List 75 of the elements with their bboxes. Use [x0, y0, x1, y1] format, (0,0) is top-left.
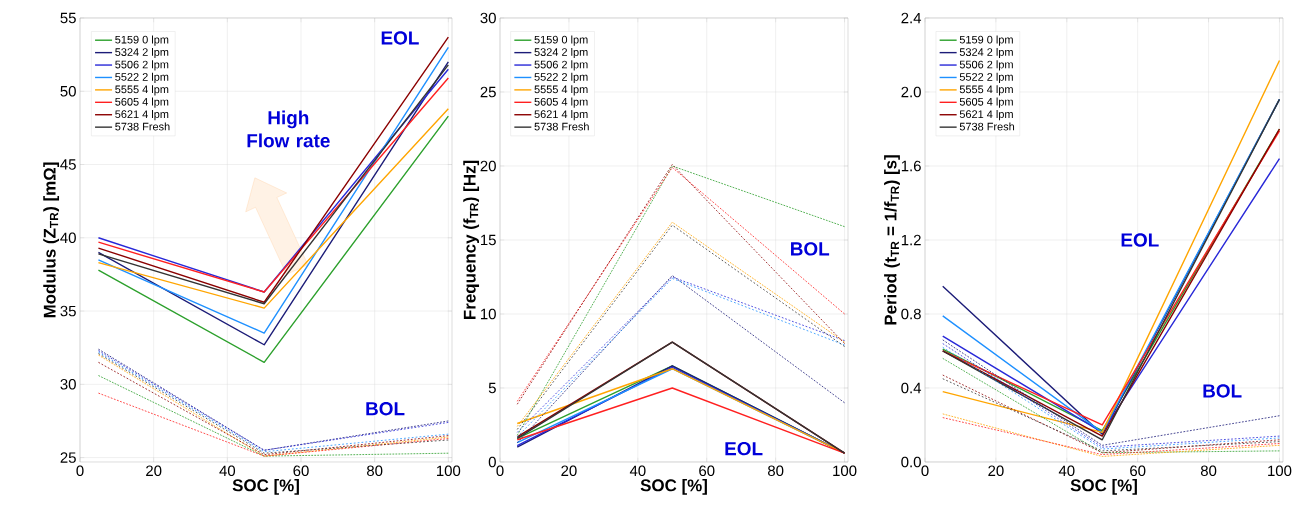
x-tick-label: 40: [1058, 465, 1075, 477]
x-tick-label: 80: [768, 465, 784, 477]
y-tick-label: 30: [480, 12, 496, 24]
x-tick-label: 80: [1200, 465, 1217, 477]
y-tick-label: 5: [488, 382, 496, 394]
legend-label: 5621 4 lpm: [115, 110, 169, 121]
legend-label: 5555 4 lpm: [534, 85, 588, 96]
y-tick-label: 40: [60, 232, 76, 244]
x-tick-label: 60: [699, 465, 715, 477]
annotation: High Flow rate: [247, 110, 330, 148]
x-tick-label: 40: [219, 465, 236, 477]
legend-label: 5738 Fresh: [534, 122, 589, 131]
y-tick-label: 0.0: [901, 456, 921, 468]
y-tick-label: 50: [60, 85, 76, 97]
x-tick-label: 80: [367, 465, 383, 477]
legend-label: 5605 4 lpm: [959, 97, 1013, 108]
y-axis-title: Modulus (Z$_{TR}$) [mΩ]: [43, 162, 60, 318]
legend-label: 5159 0 lpm: [959, 35, 1013, 46]
x-tick-label: 100: [437, 465, 461, 477]
y-tick-label: 35: [60, 305, 76, 317]
annotation: EOL: [1121, 233, 1159, 247]
legend-label: 5738 Fresh: [959, 122, 1015, 131]
legend-label: 5522 2 lpm: [959, 72, 1013, 83]
annotation: EOL: [381, 31, 419, 45]
y-tick-label: 25: [60, 452, 76, 463]
y-tick-label: 1.2: [901, 234, 921, 246]
x-tick-label: 0: [76, 465, 84, 477]
legend-label: 5159 0 lpm: [115, 35, 169, 46]
y-tick-label: 30: [60, 379, 76, 390]
y-tick-label: 0: [488, 456, 496, 468]
legend-label: 5621 4 lpm: [959, 110, 1013, 121]
legend-label: 5738 Fresh: [115, 122, 170, 131]
legend-label: 5506 2 lpm: [534, 60, 588, 71]
x-axis-title: SOC [%]: [232, 478, 299, 495]
y-tick-label: 10: [481, 308, 496, 320]
y-tick-label: 0.4: [901, 382, 922, 394]
y-tick-label: 1.6: [901, 160, 921, 172]
y-axis-title: Period (t$_{TR}$ = 1/f$_{TR}$) [s]: [884, 155, 900, 325]
legend-label: 5555 4 lpm: [115, 85, 169, 96]
legend-label: 5324 2 lpm: [534, 47, 588, 59]
y-tick-label: 0.8: [901, 308, 921, 320]
legend-label: 5159 0 lpm: [534, 35, 588, 46]
y-tick-label: 55: [60, 12, 76, 24]
y-tick-label: 25: [480, 86, 496, 98]
annotation: BOL: [366, 402, 405, 416]
legend-label: 5506 2 lpm: [959, 60, 1013, 71]
x-tick-label: 100: [833, 465, 857, 477]
x-axis-title: SOC [%]: [1070, 478, 1137, 495]
annotation: EOL: [725, 441, 763, 456]
legend-label: 5605 4 lpm: [115, 97, 169, 108]
legend-label: 5605 4 lpm: [534, 97, 588, 108]
x-tick-label: 0: [496, 465, 504, 477]
x-tick-label: 60: [293, 465, 309, 477]
x-tick-label: 40: [629, 465, 646, 477]
x-tick-label: 20: [561, 465, 577, 477]
y-tick-label: 45: [60, 159, 76, 170]
y-tick-label: 2.0: [901, 86, 921, 98]
legend-label: 5522 2 lpm: [534, 72, 588, 83]
legend-label: 5506 2 lpm: [115, 60, 169, 71]
legend-label: 5621 4 lpm: [534, 110, 588, 121]
x-tick-label: 20: [146, 465, 162, 477]
y-tick-label: 2.4: [901, 12, 922, 24]
y-tick-label: 20: [480, 160, 496, 172]
x-tick-label: 60: [1130, 465, 1146, 477]
x-tick-label: 20: [988, 465, 1004, 477]
legend-label: 5555 4 lpm: [959, 85, 1013, 96]
annotation: BOL: [1203, 384, 1242, 398]
x-tick-label: 100: [1268, 465, 1292, 477]
y-axis-title: Frequency (f$_{TR}$) [Hz]: [463, 160, 480, 319]
legend-label: 5522 2 lpm: [115, 72, 169, 83]
legend-label: 5324 2 lpm: [959, 47, 1013, 59]
annotation: BOL: [791, 242, 830, 256]
legend-label: 5324 2 lpm: [115, 47, 169, 59]
x-axis-title: SOC [%]: [640, 478, 707, 495]
y-tick-label: 15: [481, 234, 496, 246]
